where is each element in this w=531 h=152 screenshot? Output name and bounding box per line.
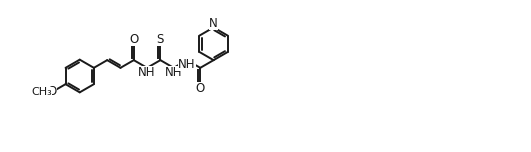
Text: NH: NH bbox=[165, 66, 183, 79]
Text: O: O bbox=[195, 82, 205, 95]
Text: O: O bbox=[48, 85, 57, 98]
Text: NH: NH bbox=[138, 66, 156, 79]
Text: S: S bbox=[157, 33, 164, 46]
Text: NH: NH bbox=[178, 58, 196, 71]
Text: N: N bbox=[209, 17, 218, 30]
Text: CH₃: CH₃ bbox=[31, 87, 52, 97]
Text: O: O bbox=[129, 33, 139, 46]
